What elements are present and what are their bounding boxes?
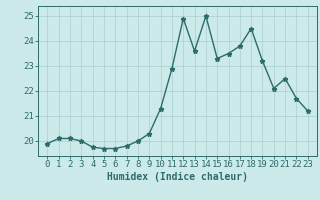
X-axis label: Humidex (Indice chaleur): Humidex (Indice chaleur) [107,172,248,182]
